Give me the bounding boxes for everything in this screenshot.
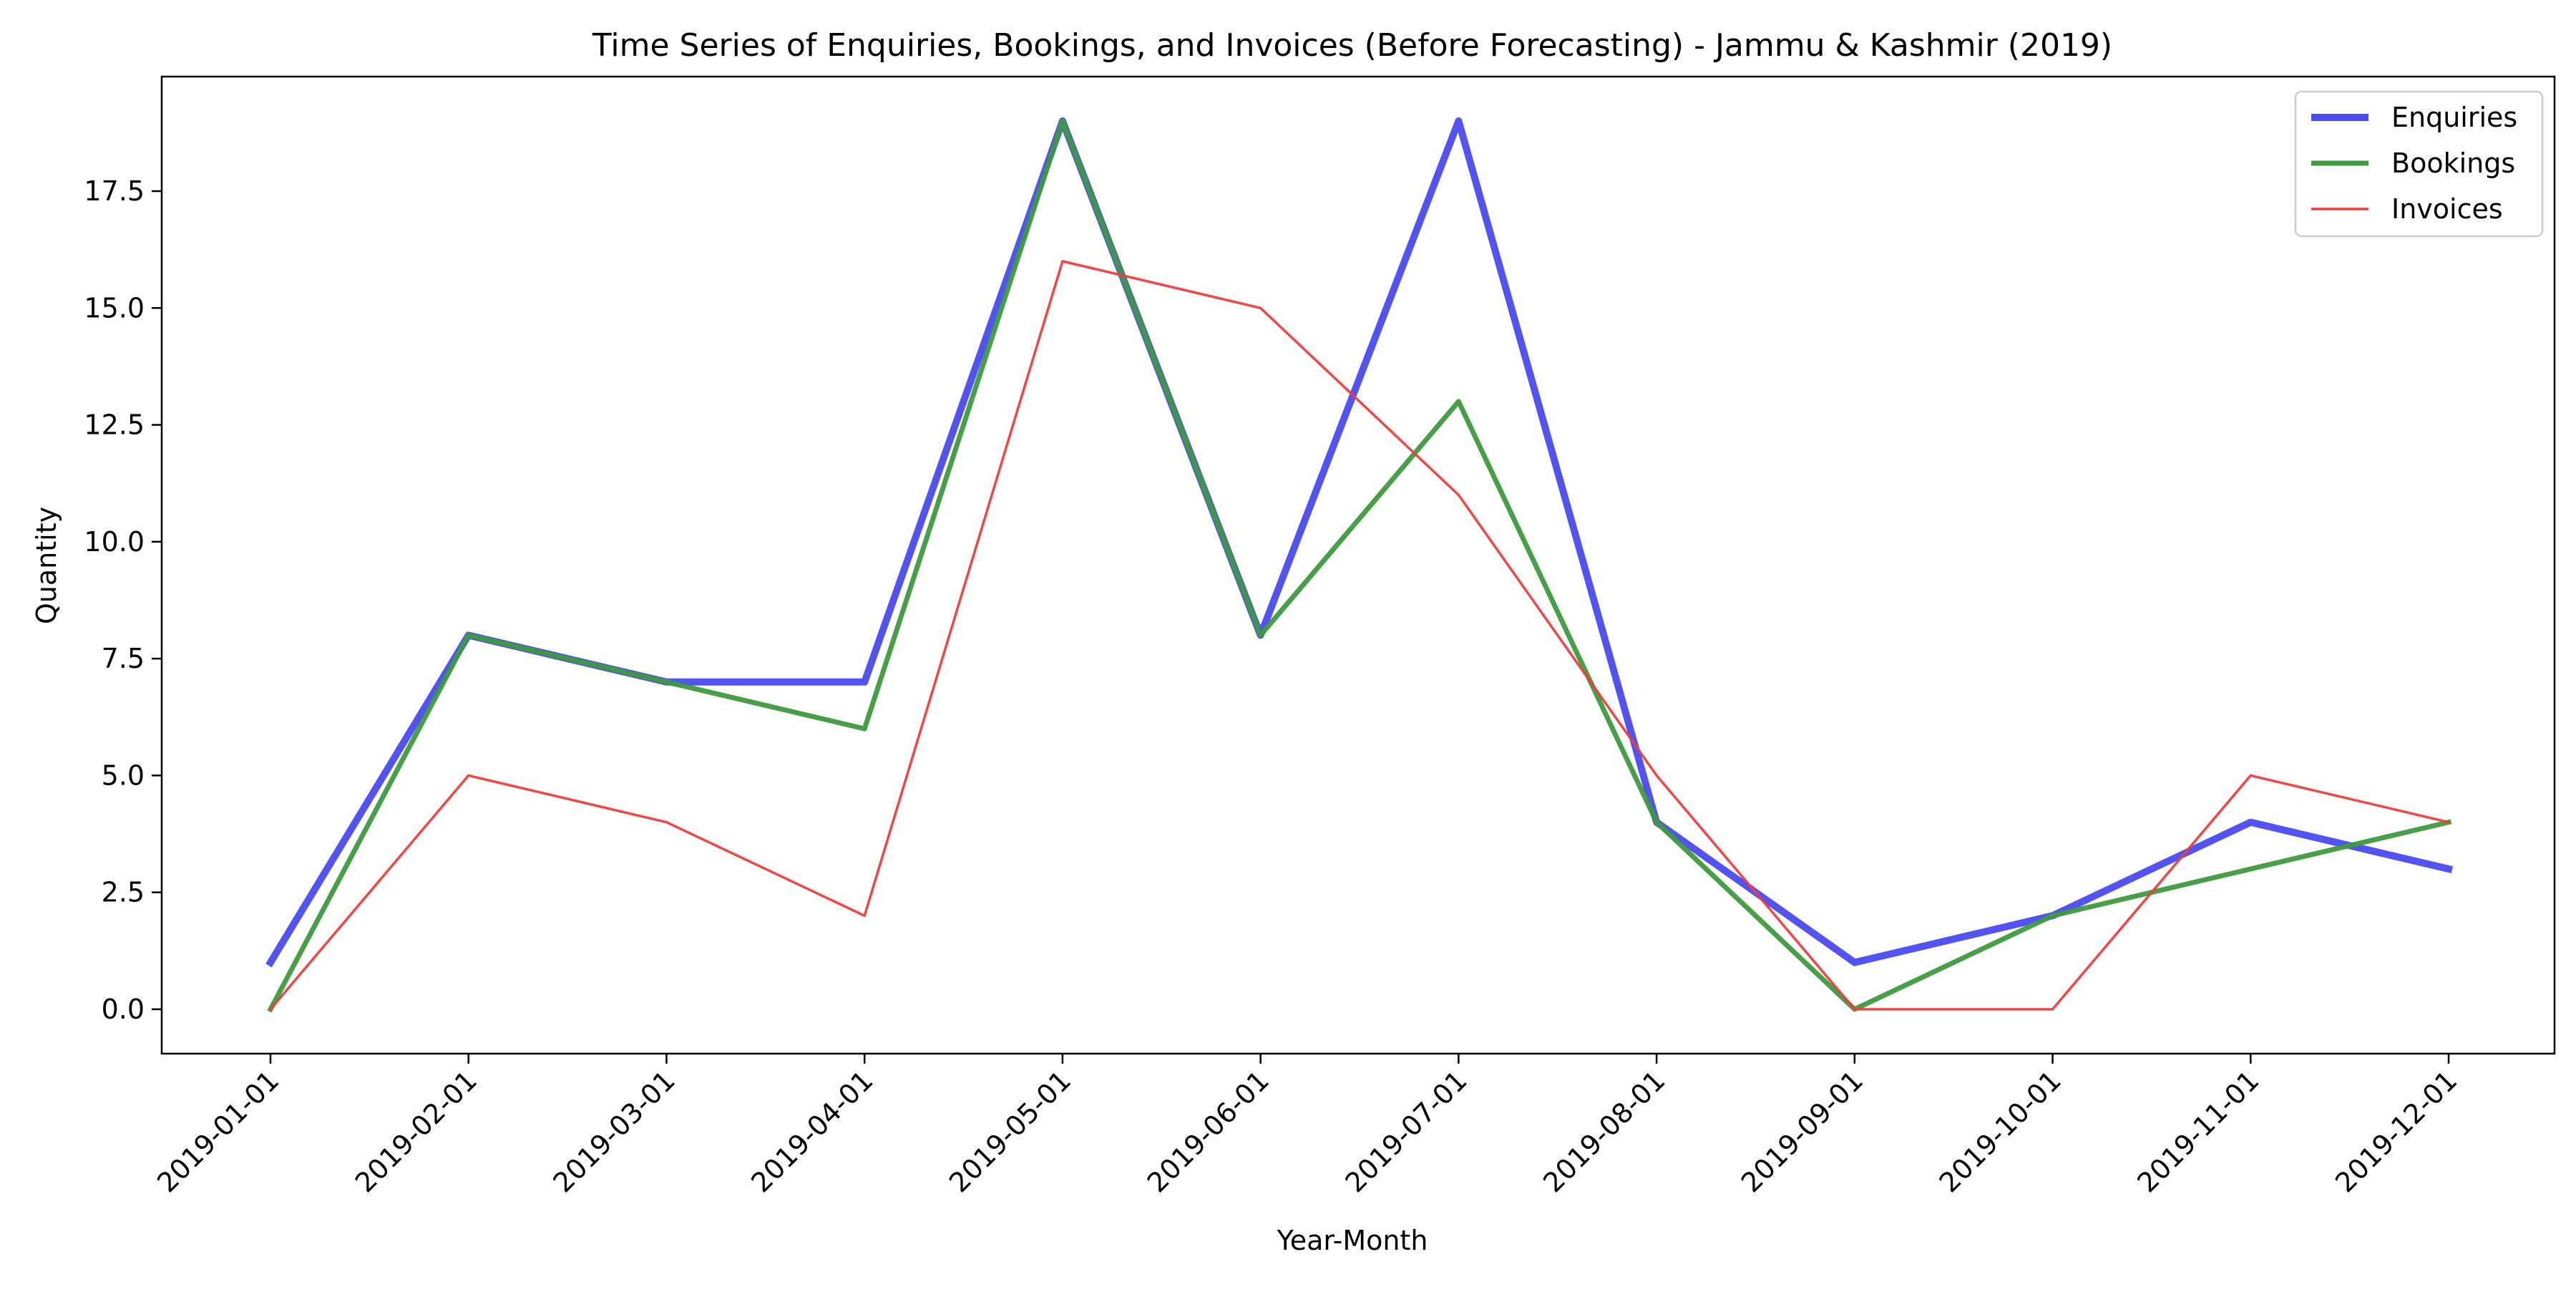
plot-frame (160, 75, 2556, 1055)
series-line-enquiries (265, 117, 2454, 968)
x-tick-label: 2019-09-01 (1735, 1064, 1869, 1198)
y-tick-label: 5.0 (102, 759, 145, 791)
y-tick-label: 17.5 (84, 175, 145, 207)
series-line-invoices (268, 260, 2451, 1011)
y-tick-label: 2.5 (102, 877, 145, 908)
chart-title: Time Series of Enquiries, Bookings, and … (592, 27, 2112, 64)
x-axis-label: Year-Month (1277, 1225, 1428, 1256)
x-tick-label: 2019-12-01 (2329, 1064, 2463, 1198)
legend-box (2294, 90, 2544, 238)
x-tick-label: 2019-04-01 (745, 1064, 879, 1198)
series-line-bookings (267, 118, 2452, 1013)
x-tick-label: 2019-03-01 (547, 1064, 681, 1198)
y-tick-label: 12.5 (84, 409, 145, 441)
legend-label-enquiries: Enquiries (2391, 102, 2517, 133)
y-tick-label: 10.0 (84, 526, 145, 558)
x-tick-label: 2019-07-01 (1339, 1064, 1473, 1198)
x-tick-label: 2019-05-01 (943, 1064, 1077, 1198)
y-axis-label: Quantity (31, 507, 62, 624)
legend-label-bookings: Bookings (2391, 147, 2515, 179)
x-tick-label: 2019-01-01 (151, 1064, 285, 1198)
x-tick-label: 2019-08-01 (1537, 1064, 1671, 1198)
plot-area: 0.0 2.5 5.0 7.5 10.0 12.5 15.0 17.5 2019-01-01 20… (84, 75, 2556, 1199)
x-tick-label: 2019-10-01 (1933, 1064, 2067, 1198)
y-tick-label: 7.5 (102, 643, 145, 674)
legend-label-invoices: Invoices (2391, 193, 2503, 225)
x-tick-label: 2019-11-01 (2131, 1064, 2265, 1198)
y-tick-label: 15.0 (84, 292, 145, 324)
y-tick-label: 0.0 (102, 994, 145, 1025)
x-tick-label: 2019-06-01 (1141, 1064, 1275, 1198)
x-tick-label: 2019-02-01 (349, 1064, 483, 1198)
